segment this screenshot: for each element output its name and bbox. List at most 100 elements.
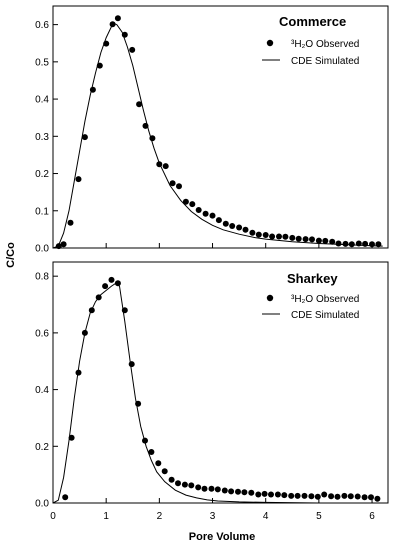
sharkey-observed-point [68, 434, 75, 441]
sharkey-observed-point [314, 493, 321, 500]
sharkey-y-tick-label: 0.4 [35, 385, 49, 396]
commerce-observed-point [309, 236, 315, 243]
sharkey-observed-point [328, 493, 335, 500]
commerce-y-tick-label: 0.1 [35, 206, 49, 217]
sharkey-observed-point [88, 307, 95, 314]
sharkey-observed-point [308, 493, 315, 500]
y-axis-label: C/Co [5, 242, 17, 268]
commerce-legend-simulated-label: CDE Simulated [291, 56, 359, 67]
commerce-observed-point [182, 198, 189, 205]
panel-sharkey: 0.0 0.2 0.4 0.6 0.8 0 1 2 3 4 5 6 Sharkey ³H₂O Obse… [35, 261, 389, 522]
sharkey-observed-point [255, 491, 262, 498]
commerce-legend-marker [266, 39, 274, 47]
sharkey-x-tick-label: 3 [210, 511, 216, 522]
commerce-observed-point [289, 234, 296, 241]
commerce-legend-observed-label: ³H₂O Observed [291, 39, 359, 50]
sharkey-y-tick-label: 0.8 [35, 272, 49, 283]
commerce-observed-point [322, 237, 329, 244]
panel-commerce-legend: ³H₂O Observed CDE Simulated [262, 39, 359, 67]
commerce-observed-point [162, 163, 169, 170]
sharkey-y-tick-label: 0.2 [35, 442, 49, 453]
commerce-y-tick-label: 0.6 [35, 20, 49, 31]
commerce-observed-point [60, 241, 67, 248]
sharkey-observed-point [81, 329, 88, 336]
sharkey-observed-point [294, 492, 301, 499]
sharkey-x-tick-label: 1 [103, 511, 109, 522]
sharkey-observed-point [208, 485, 215, 492]
commerce-y-tick-label: 0.3 [35, 132, 49, 143]
sharkey-legend-marker [266, 294, 274, 302]
commerce-observed-point [156, 161, 163, 168]
sharkey-observed-point [175, 480, 181, 487]
commerce-observed-point [282, 233, 289, 240]
sharkey-observed-point [374, 495, 381, 502]
sharkey-observed-point [161, 468, 168, 475]
sharkey-observed-point [214, 486, 221, 493]
commerce-observed-point [249, 229, 256, 236]
commerce-observed-point [149, 135, 156, 142]
commerce-observed-point [348, 241, 355, 248]
commerce-observed-point [255, 231, 262, 238]
sharkey-observed-point [121, 307, 128, 314]
commerce-observed-point [121, 31, 128, 38]
sharkey-observed-point [361, 494, 368, 501]
commerce-observed-point [109, 21, 116, 28]
commerce-observed-point [89, 86, 96, 93]
sharkey-observed-point [268, 491, 274, 498]
sharkey-observed-point [341, 492, 348, 499]
sharkey-observed-point [288, 492, 295, 499]
sharkey-observed-point [102, 283, 109, 290]
sharkey-observed-point [334, 493, 341, 500]
sharkey-observed-point [128, 361, 135, 368]
sharkey-x-tick-label: 4 [263, 511, 269, 522]
commerce-observed-point [81, 134, 88, 141]
commerce-y-tick-label: 0.2 [35, 169, 49, 180]
commerce-observed-point [209, 212, 216, 219]
sharkey-observed-points [62, 276, 381, 502]
commerce-observed-point [269, 233, 276, 240]
sharkey-observed-point [368, 494, 374, 501]
panel-commerce-ticks: 0.0 0.1 0.2 0.3 0.4 0.5 0.6 [35, 20, 373, 255]
sharkey-observed-point [241, 489, 248, 496]
sharkey-observed-point [281, 492, 288, 499]
commerce-observed-point [362, 240, 369, 247]
commerce-observed-point [176, 183, 182, 190]
commerce-observed-point [114, 15, 121, 22]
commerce-observed-point [195, 207, 202, 213]
sharkey-observed-point [321, 491, 328, 498]
sharkey-observed-point [354, 493, 361, 500]
commerce-observed-points [55, 15, 382, 250]
commerce-observed-point [136, 101, 143, 108]
sharkey-observed-point [248, 489, 255, 496]
sharkey-observed-point [181, 481, 188, 488]
commerce-observed-point [295, 235, 302, 242]
commerce-observed-point [67, 219, 74, 226]
commerce-observed-point [129, 46, 136, 53]
commerce-observed-point [222, 220, 229, 227]
commerce-observed-point [315, 237, 322, 244]
sharkey-observed-point [261, 490, 268, 497]
sharkey-observed-point [168, 476, 175, 483]
sharkey-cde-simulated-line [52, 282, 383, 504]
panel-sharkey-title: Sharkey [287, 271, 338, 286]
sharkey-observed-point [114, 280, 121, 287]
commerce-observed-point [55, 243, 62, 250]
commerce-observed-point [335, 240, 342, 247]
sharkey-observed-point [221, 487, 228, 494]
sharkey-observed-point [228, 488, 235, 495]
sharkey-observed-point [62, 494, 69, 501]
sharkey-observed-point [148, 449, 155, 455]
sharkey-observed-point [108, 276, 115, 283]
sharkey-x-tick-label: 6 [369, 511, 375, 522]
sharkey-observed-point [142, 437, 148, 444]
commerce-observed-point [189, 201, 196, 208]
panel-commerce-title: Commerce [279, 14, 346, 29]
commerce-observed-point [369, 241, 375, 248]
sharkey-x-tick-label: 5 [316, 511, 322, 522]
commerce-observed-point [75, 176, 82, 183]
commerce-y-tick-label: 0.0 [35, 244, 49, 255]
sharkey-observed-point [95, 294, 102, 301]
sharkey-observed-point [188, 482, 195, 489]
commerce-observed-point [215, 217, 222, 224]
